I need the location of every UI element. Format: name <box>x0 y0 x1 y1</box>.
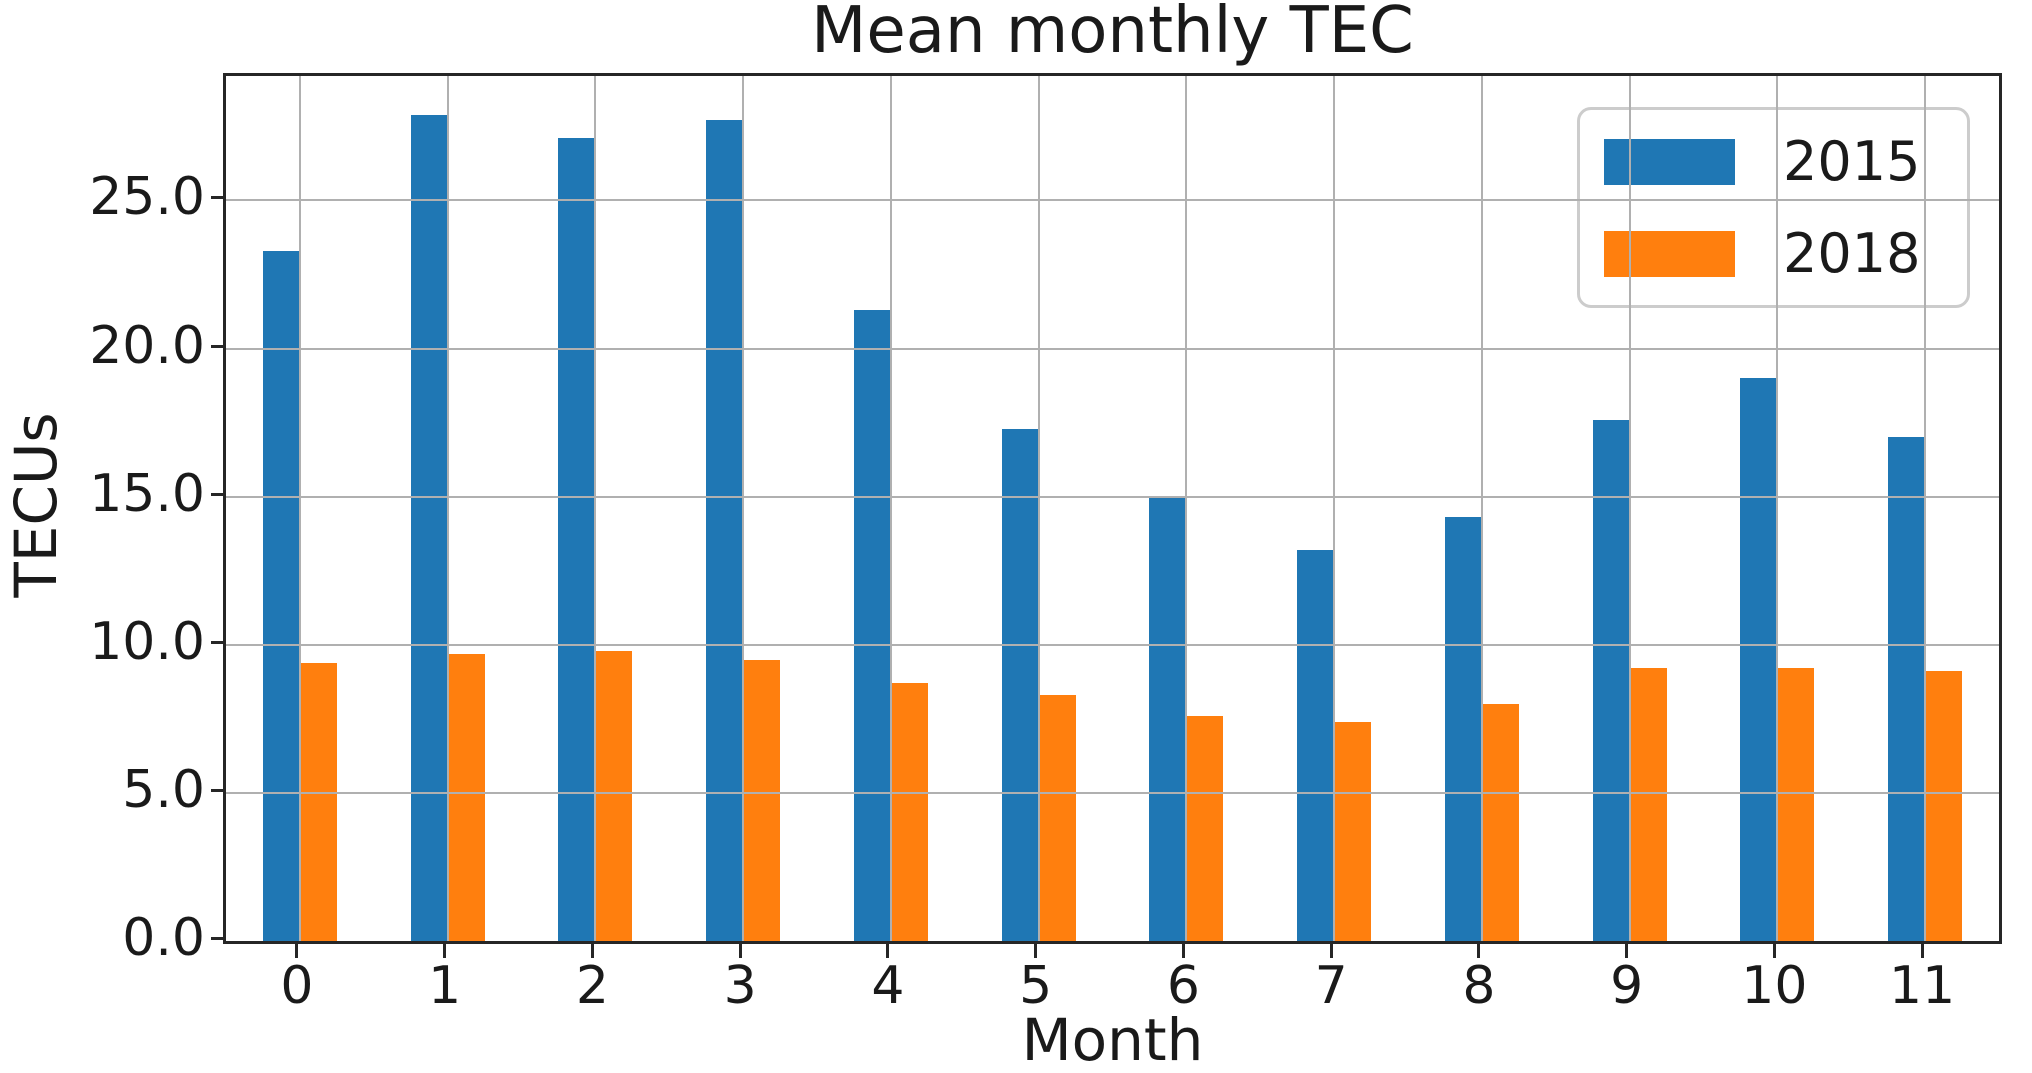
x-tick-mark <box>1625 944 1629 958</box>
x-tick-label: 4 <box>871 956 905 1016</box>
y-tick-mark <box>211 937 223 940</box>
horizontal-gridline <box>226 347 1999 350</box>
bar-2018 <box>1629 668 1667 941</box>
horizontal-gridline <box>226 791 1999 794</box>
bar-2015 <box>1740 378 1778 941</box>
x-tick-mark <box>1181 944 1185 958</box>
bar-2015 <box>262 250 300 941</box>
y-tick-label: 25.0 <box>89 167 205 228</box>
legend-item-2018: 2018 <box>1604 221 1967 285</box>
bar-2015 <box>1001 428 1039 941</box>
bar-2018 <box>1481 704 1519 941</box>
y-tick-label: 0.0 <box>122 908 205 968</box>
chart-title: Mean monthly TEC <box>811 0 1414 68</box>
x-tick-label: 11 <box>1889 956 1956 1016</box>
x-tick-mark <box>1477 944 1481 958</box>
legend-swatch-2018 <box>1604 230 1735 277</box>
y-tick-mark <box>211 196 223 200</box>
bar-2018 <box>1334 721 1372 941</box>
vertical-gridline <box>1628 76 1631 941</box>
bar-2015 <box>558 138 596 941</box>
bar-2015 <box>706 120 744 941</box>
x-tick-mark <box>1034 944 1038 958</box>
x-tick-label: 10 <box>1741 956 1808 1016</box>
vertical-gridline <box>742 76 745 941</box>
y-tick-mark <box>211 344 223 348</box>
y-tick-label: 10.0 <box>89 611 205 672</box>
bar-2018 <box>1186 715 1224 941</box>
bar-2015 <box>853 310 891 941</box>
x-tick-label: 0 <box>280 956 314 1016</box>
x-tick-label: 2 <box>575 956 609 1016</box>
y-tick-mark <box>211 492 223 496</box>
x-axis-label: Month <box>1021 1006 1204 1073</box>
x-tick-mark <box>590 944 594 958</box>
vertical-gridline <box>446 76 449 941</box>
x-tick-mark <box>295 944 299 958</box>
bar-2018 <box>595 650 633 941</box>
x-tick-mark <box>1920 944 1924 958</box>
x-tick-label: 5 <box>1019 956 1053 1016</box>
x-tick-mark <box>886 944 890 958</box>
legend-label-2018: 2018 <box>1783 221 1921 285</box>
bar-2018 <box>890 683 928 941</box>
legend-item-2015: 2015 <box>1604 129 1967 193</box>
x-tick-label: 6 <box>1166 956 1200 1016</box>
vertical-gridline <box>298 76 301 941</box>
x-tick-mark <box>1329 944 1333 958</box>
y-tick-label: 5.0 <box>122 759 205 820</box>
bar-2018 <box>1777 668 1815 941</box>
bar-2018 <box>1925 671 1963 941</box>
x-tick-label: 3 <box>723 956 757 1016</box>
bar-2018 <box>1038 695 1076 941</box>
bar-2018 <box>743 659 781 941</box>
vertical-gridline <box>889 76 892 941</box>
y-tick-mark <box>211 788 223 792</box>
bar-2018 <box>299 662 337 941</box>
y-tick-label: 20.0 <box>89 315 205 376</box>
bar-2015 <box>1444 517 1482 941</box>
horizontal-gridline <box>226 199 1999 202</box>
x-tick-mark <box>1772 944 1776 958</box>
x-tick-mark <box>443 944 447 958</box>
vertical-gridline <box>1333 76 1336 941</box>
bar-2015 <box>1149 496 1187 941</box>
bar-2018 <box>447 653 485 941</box>
legend-label-2015: 2015 <box>1783 129 1921 193</box>
x-tick-label: 9 <box>1610 956 1644 1016</box>
x-tick-label: 1 <box>428 956 462 1016</box>
bar-2015 <box>410 114 448 941</box>
vertical-gridline <box>1480 76 1483 941</box>
x-tick-mark <box>738 944 742 958</box>
vertical-gridline <box>1185 76 1188 941</box>
bar-2015 <box>1297 549 1335 941</box>
vertical-gridline <box>1924 76 1927 941</box>
bar-2015 <box>1592 419 1630 941</box>
horizontal-gridline <box>226 495 1999 498</box>
horizontal-gridline <box>226 643 1999 646</box>
vertical-gridline <box>594 76 597 941</box>
x-tick-label: 7 <box>1314 956 1348 1016</box>
legend: 2015 2018 <box>1577 107 1970 308</box>
y-tick-label: 15.0 <box>89 463 205 524</box>
y-tick-mark <box>211 640 223 644</box>
vertical-gridline <box>1037 76 1040 941</box>
bar-2015 <box>1888 437 1926 941</box>
x-tick-label: 8 <box>1462 956 1496 1016</box>
legend-swatch-2015 <box>1604 138 1735 185</box>
vertical-gridline <box>1776 76 1779 941</box>
